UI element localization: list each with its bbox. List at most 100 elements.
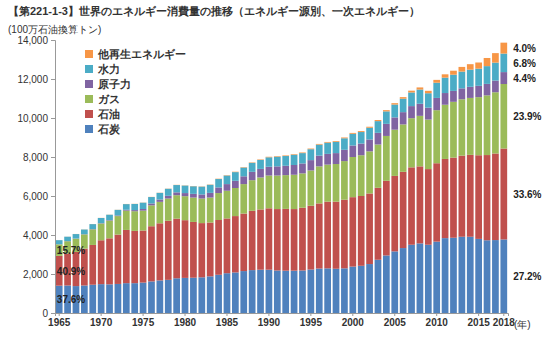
bar (173, 219, 180, 279)
bar (224, 175, 231, 176)
bar (324, 268, 331, 313)
share-labels: 37.6%27.2%40.9%33.6%15.7%23.9%4.4%6.8%4.… (57, 43, 542, 305)
bar (257, 177, 264, 209)
bar (391, 117, 398, 129)
bar (417, 90, 424, 104)
y-tick-label: 10,000 (17, 113, 48, 124)
bar (366, 127, 373, 128)
bar (391, 103, 398, 104)
bar (131, 203, 138, 204)
y-tick-mark (51, 274, 55, 275)
bar (408, 245, 415, 313)
bar (173, 185, 180, 192)
start-share-label: 40.9% (57, 266, 85, 277)
bar (165, 221, 172, 280)
bar (282, 175, 289, 209)
bar (484, 240, 491, 313)
bar (324, 141, 331, 143)
bar (433, 242, 440, 313)
bar (64, 237, 71, 241)
bar (98, 223, 105, 240)
bar (291, 271, 298, 313)
bar (308, 149, 315, 160)
y-tick-mark (51, 118, 55, 119)
series (56, 54, 507, 245)
bar (358, 144, 365, 156)
bar (459, 237, 466, 313)
y-axis-line (51, 41, 56, 314)
bar (408, 118, 415, 167)
bar (459, 99, 466, 155)
y-tick-mark (51, 313, 55, 314)
bar (89, 285, 96, 313)
bar (366, 139, 373, 151)
bar (56, 240, 63, 241)
bar (400, 99, 407, 112)
bar (157, 202, 164, 223)
bar (484, 84, 491, 96)
bar (433, 163, 440, 241)
bar (349, 157, 356, 197)
bar (492, 81, 499, 93)
bar (157, 280, 164, 313)
x-tick-mark (436, 313, 437, 316)
bar (106, 215, 113, 220)
x-tick-mark (268, 313, 269, 316)
bar (391, 105, 398, 118)
y-tick-label: 4,000 (23, 230, 48, 241)
end-share-label: 23.9% (513, 111, 541, 122)
bar (358, 155, 365, 196)
bar (123, 203, 130, 204)
bar (157, 223, 164, 280)
x-axis-label: (年) (514, 319, 531, 330)
bar (249, 211, 256, 270)
bar (198, 186, 205, 187)
bar (140, 211, 147, 231)
bar (433, 80, 440, 83)
y-tick-mark (51, 40, 55, 41)
x-tick-mark (59, 313, 60, 316)
bar (358, 266, 365, 313)
bar (308, 206, 315, 270)
bar (475, 86, 482, 97)
bar (450, 71, 457, 75)
y-tick-mark (51, 235, 55, 236)
bar (433, 98, 440, 110)
bar (215, 220, 222, 275)
bar (240, 184, 247, 213)
bar (475, 69, 482, 86)
bar (232, 216, 239, 272)
bar (207, 276, 214, 313)
bar (375, 120, 382, 121)
bar (484, 66, 491, 84)
bar (157, 193, 164, 200)
bar (425, 91, 432, 93)
bar (299, 208, 306, 271)
bar (383, 110, 390, 111)
bar (274, 270, 281, 313)
bar (198, 187, 205, 195)
bar (400, 248, 407, 313)
x-tick-mark (310, 313, 311, 316)
legend-label: 原子力 (97, 78, 131, 90)
x-tick-label: 1975 (132, 317, 155, 328)
bar (257, 160, 264, 169)
bar (207, 184, 214, 185)
x-tick-label: 1970 (90, 317, 113, 328)
plot: 02,0004,0006,0008,00010,00012,00014,0001… (17, 35, 541, 328)
bar (459, 88, 466, 99)
legend-swatch (85, 80, 93, 88)
bar (492, 53, 499, 62)
bar (106, 238, 113, 284)
bar (215, 187, 222, 193)
bar (467, 70, 474, 87)
bar (232, 188, 239, 216)
bar (341, 200, 348, 269)
bar (341, 161, 348, 200)
x-axis: 1965197019751980198519901995200020052010… (48, 313, 515, 328)
bar (115, 209, 122, 210)
bar (299, 153, 306, 163)
bar (282, 271, 289, 313)
x-tick-label: 2010 (426, 317, 449, 328)
x-tick: 1980 (174, 313, 197, 328)
